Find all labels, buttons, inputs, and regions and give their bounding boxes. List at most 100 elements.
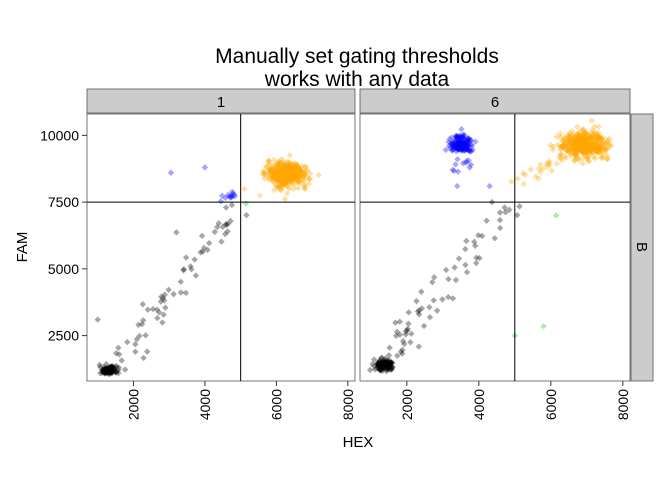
data-point (100, 368, 108, 375)
data-point (294, 164, 301, 171)
data-point (585, 157, 593, 164)
data-point (581, 141, 589, 149)
data-point (459, 145, 466, 152)
data-point (579, 142, 586, 149)
data-point (571, 157, 578, 164)
data-point (579, 160, 586, 167)
data-point (275, 173, 283, 180)
data-point (279, 173, 287, 180)
data-point (580, 134, 587, 142)
data-point (277, 186, 284, 193)
data-point (287, 166, 294, 174)
data-point (453, 137, 460, 145)
data-point (282, 174, 289, 182)
data-point (101, 369, 109, 376)
data-point (110, 367, 117, 374)
data-point (376, 366, 384, 373)
data-point (582, 136, 589, 144)
data-point (405, 320, 412, 327)
data-point (289, 173, 296, 180)
data-point (579, 145, 587, 153)
data-point (382, 361, 390, 369)
data-point (188, 265, 195, 273)
data-point (374, 359, 381, 367)
data-point (442, 266, 450, 274)
data-point (557, 150, 565, 158)
data-point (457, 146, 464, 153)
data-point (105, 366, 112, 373)
data-point (281, 165, 289, 172)
data-point (396, 331, 404, 338)
data-point (288, 180, 296, 188)
data-point (281, 174, 288, 181)
data-point (299, 171, 307, 179)
data-point (382, 356, 390, 364)
data-point (382, 363, 389, 370)
data-point (573, 142, 580, 149)
data-point (594, 146, 602, 153)
data-point (287, 167, 294, 174)
data-point (376, 365, 384, 373)
data-point (280, 163, 288, 170)
data-point (576, 143, 584, 151)
data-point (379, 362, 386, 370)
row-strip (630, 113, 654, 382)
data-point (302, 163, 309, 170)
data-point (101, 367, 108, 375)
data-point (228, 193, 236, 200)
data-point (378, 364, 386, 372)
data-point (140, 354, 147, 362)
data-point (276, 158, 283, 165)
data-point (564, 138, 572, 146)
data-point (590, 141, 597, 148)
data-point (584, 149, 592, 157)
facet-panel-6: 6 2000 4000 6000 8000 (359, 88, 631, 420)
data-point (413, 297, 420, 305)
data-point (595, 142, 603, 149)
data-point (585, 131, 592, 138)
data-point (599, 146, 606, 153)
data-point (280, 165, 287, 173)
data-point (576, 156, 583, 164)
data-point (556, 143, 564, 150)
data-point (374, 361, 382, 368)
data-point (580, 142, 588, 149)
data-point (546, 161, 553, 169)
data-point (568, 140, 576, 147)
data-point (388, 359, 395, 367)
data-point (592, 139, 599, 147)
data-point (281, 180, 289, 188)
data-point (472, 242, 479, 249)
data-point (205, 239, 213, 247)
data-point (385, 358, 392, 366)
data-point (158, 293, 165, 301)
data-point (598, 147, 605, 155)
data-point (574, 123, 581, 131)
data-point (454, 156, 461, 163)
data-point (594, 135, 601, 143)
data-point (462, 146, 469, 153)
data-point (573, 146, 581, 153)
data-point (289, 172, 297, 180)
data-point (371, 366, 379, 373)
data-point (426, 304, 433, 311)
data-point (453, 144, 461, 152)
data-point (105, 366, 112, 373)
data-point (265, 157, 273, 165)
data-point (593, 145, 600, 152)
data-point (295, 177, 302, 185)
data-point (452, 161, 459, 168)
data-point (298, 166, 305, 173)
data-point (287, 174, 294, 182)
data-point (580, 126, 587, 134)
data-point (302, 185, 309, 192)
data-point (292, 173, 299, 180)
data-point (107, 368, 115, 376)
data-point (376, 366, 383, 373)
data-point (283, 170, 290, 178)
data-point (459, 140, 467, 148)
data-point (457, 134, 464, 141)
data-point (450, 143, 457, 151)
data-point (281, 168, 289, 176)
data-point (460, 143, 467, 150)
